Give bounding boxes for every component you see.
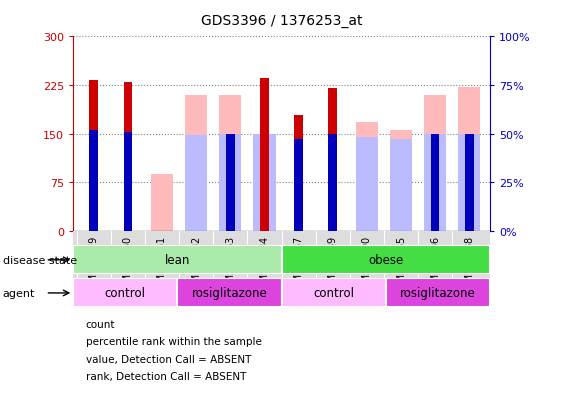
- Text: GSM172981: GSM172981: [157, 235, 167, 294]
- Text: GSM172986: GSM172986: [430, 235, 440, 294]
- Text: GSM172983: GSM172983: [225, 235, 235, 294]
- Text: GSM172988: GSM172988: [464, 235, 474, 294]
- Bar: [253, 134, 275, 231]
- Text: disease state: disease state: [3, 255, 77, 265]
- Text: lean: lean: [164, 254, 190, 267]
- Bar: [185, 95, 207, 231]
- Bar: [123, 83, 132, 231]
- Text: count: count: [86, 319, 115, 329]
- Bar: [73, 246, 282, 275]
- Text: percentile rank within the sample: percentile rank within the sample: [86, 337, 261, 347]
- Bar: [90, 131, 98, 231]
- Bar: [73, 279, 177, 308]
- Bar: [458, 134, 480, 231]
- Text: GSM172984: GSM172984: [260, 235, 270, 294]
- Text: GSM172989: GSM172989: [328, 235, 338, 294]
- Text: GSM172982: GSM172982: [191, 235, 201, 294]
- Bar: [328, 89, 337, 231]
- Text: obese: obese: [368, 254, 403, 267]
- Text: rosiglitazone: rosiglitazone: [400, 287, 476, 300]
- Bar: [431, 134, 440, 231]
- Text: GSM172987: GSM172987: [293, 235, 303, 294]
- Text: GDS3396 / 1376253_at: GDS3396 / 1376253_at: [201, 14, 362, 28]
- Bar: [260, 79, 269, 231]
- Bar: [424, 95, 446, 231]
- Bar: [356, 138, 378, 231]
- Bar: [282, 279, 386, 308]
- Bar: [356, 123, 378, 231]
- Text: GSM172990: GSM172990: [362, 235, 372, 294]
- Text: GSM172985: GSM172985: [396, 235, 406, 294]
- Text: control: control: [313, 287, 354, 300]
- Bar: [390, 131, 412, 231]
- Bar: [282, 246, 490, 275]
- Bar: [465, 134, 473, 231]
- Text: control: control: [105, 287, 146, 300]
- Bar: [123, 132, 132, 231]
- Text: rosiglitazone: rosiglitazone: [191, 287, 267, 300]
- Bar: [177, 279, 282, 308]
- Bar: [90, 81, 98, 231]
- Bar: [328, 134, 337, 231]
- Bar: [185, 136, 207, 231]
- Text: GSM172980: GSM172980: [123, 235, 133, 294]
- Bar: [390, 140, 412, 231]
- Text: GSM172979: GSM172979: [89, 235, 99, 294]
- Bar: [151, 174, 173, 231]
- Bar: [294, 116, 303, 231]
- Bar: [226, 134, 235, 231]
- Bar: [219, 95, 242, 231]
- Bar: [386, 279, 490, 308]
- Text: rank, Detection Call = ABSENT: rank, Detection Call = ABSENT: [86, 371, 246, 381]
- Bar: [424, 134, 446, 231]
- Bar: [294, 140, 303, 231]
- Text: agent: agent: [3, 288, 35, 298]
- Bar: [458, 88, 480, 231]
- Text: value, Detection Call = ABSENT: value, Detection Call = ABSENT: [86, 354, 251, 364]
- Bar: [219, 134, 242, 231]
